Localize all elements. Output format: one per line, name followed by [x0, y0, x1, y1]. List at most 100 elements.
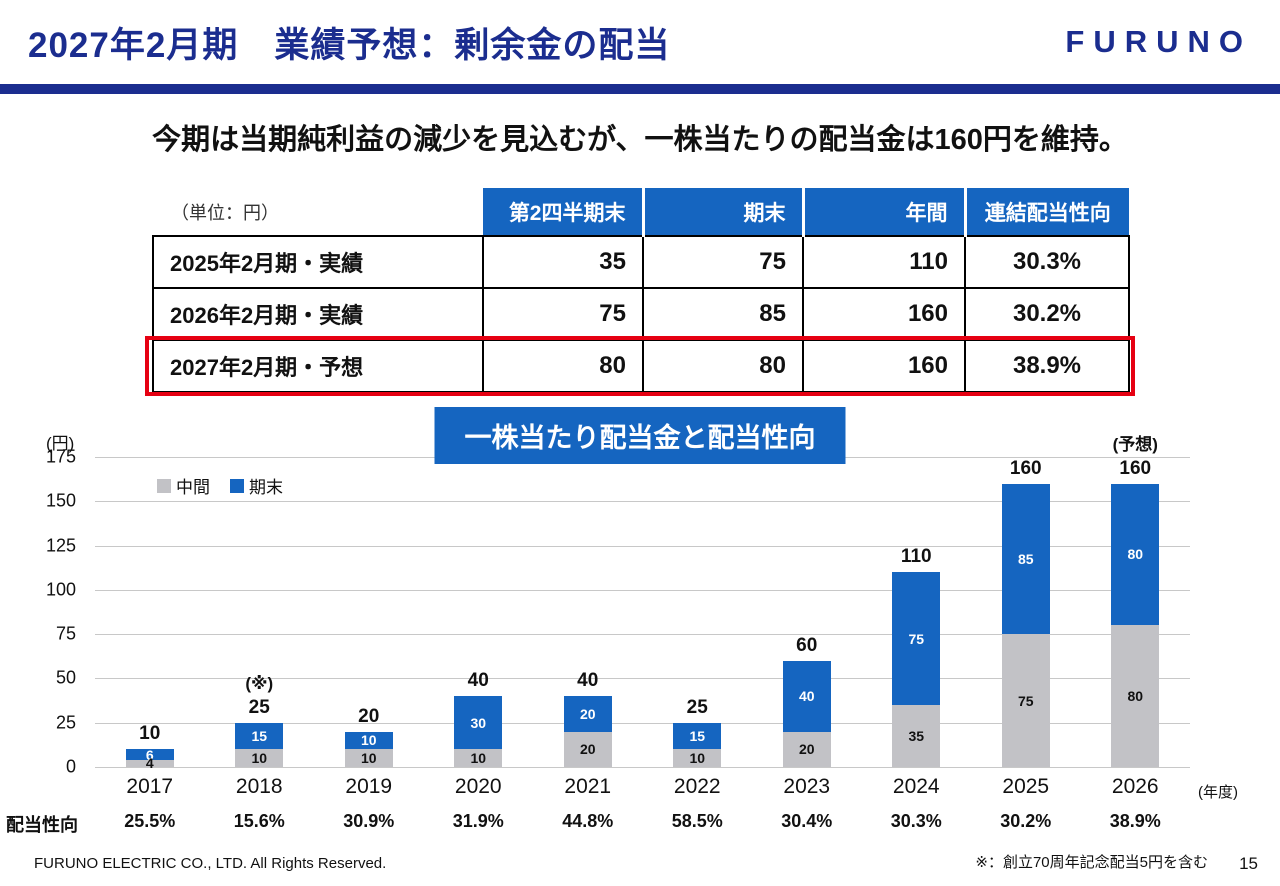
dividend-chart: 一株当たり配当金と配当性向 (円) 0 25 50 75 100 125 150 175 中間… — [0, 407, 1280, 843]
x-label-2018: 2018 — [235, 775, 283, 798]
y-tick-100: 100 — [45, 579, 76, 600]
gridline-100 — [95, 589, 1190, 591]
dividend-table-wrap: （単位：円） 第2四半期末 期末 年間 連結配当性向 2025年2月期・実績 3… — [145, 188, 1135, 396]
y-tick-150: 150 — [45, 490, 76, 511]
payout-ratio-2019: 30.9% — [343, 811, 395, 831]
bar-column-2023: 60 40 20 — [752, 457, 862, 767]
key-message: 今期は当期純利益の減少を見込むが、一株当たりの配当金は160円を維持。 — [152, 124, 1128, 156]
x-label-2025: 2025 — [1002, 775, 1050, 798]
legend-swatch-中間 — [157, 478, 171, 493]
bar-annotation-2018: (※) — [245, 673, 274, 693]
x-label-2017: 2017 — [126, 775, 174, 798]
col-header-q2: 第2四半期末 — [483, 188, 643, 236]
bar-segment-中間-2025: 75 — [1001, 634, 1050, 767]
bar-total-2017: 10 — [139, 723, 161, 745]
legend-label-期末: 期末 — [249, 478, 283, 497]
bar-total-2019: 20 — [358, 705, 380, 727]
y-tick-125: 125 — [45, 535, 76, 556]
bar-column-2025: 160 85 75 — [971, 457, 1081, 767]
bar-segment-期末-2022: 15 — [673, 722, 722, 750]
table-row-fy2025: 2025年2月期・実績 35 75 110 30.3% — [152, 235, 1130, 289]
bar-column-2017: 10 6 4 — [95, 457, 205, 771]
table-row-fy2026: 2026年2月期・実績 75 85 160 30.2% — [152, 287, 1130, 341]
payout-row-label: 配当性向 — [6, 815, 78, 835]
bar-segment-中間-2026: 80 — [1111, 625, 1160, 767]
annual-value: 160 — [802, 339, 966, 393]
payout-ratio-2021: 44.8% — [562, 811, 614, 831]
bar-segment-期末-2017: 6 — [125, 747, 174, 763]
payout-value: 30.3% — [964, 235, 1130, 289]
header-divider — [0, 84, 1280, 94]
row-label: 2027年2月期・予想 — [152, 339, 484, 393]
yearend-value: 85 — [642, 287, 804, 341]
y-tick-75: 75 — [55, 623, 76, 644]
bar-segment-中間-2018: 10 — [235, 749, 284, 767]
payout-value: 38.9% — [964, 339, 1130, 393]
payout-ratio-2023: 30.4% — [781, 811, 833, 831]
bar-column-2021: 40 20 20 — [533, 457, 643, 767]
payout-ratio-2018: 15.6% — [233, 811, 285, 831]
legend-item-期末: 期末 — [230, 473, 283, 498]
page-title: 2027年2月期 業績予想：剰余金の配当 — [28, 25, 671, 65]
dividend-table: （単位：円） 第2四半期末 期末 年間 連結配当性向 2025年2月期・実績 3… — [152, 188, 1130, 393]
bar-column-2026: (予想) 160 80 80 — [1081, 435, 1191, 767]
payout-ratio-2026: 38.9% — [1109, 811, 1161, 831]
legend-label-中間: 中間 — [176, 478, 210, 497]
bar-total-2021: 40 — [577, 670, 599, 692]
bar-segment-期末-2026: 80 — [1111, 483, 1160, 626]
payout-value: 30.2% — [964, 287, 1130, 341]
y-tick-25: 25 — [55, 712, 76, 733]
payout-ratio-2022: 58.5% — [671, 811, 723, 831]
footnote: ※：創立70周年記念配当5円を含む — [975, 854, 1208, 871]
y-tick-175: 175 — [45, 446, 76, 467]
yearend-value: 75 — [642, 235, 804, 289]
bar-segment-期末-2021: 20 — [563, 696, 612, 732]
x-label-2024: 2024 — [892, 775, 940, 798]
bar-total-2026: 160 — [1119, 457, 1152, 479]
x-label-2020: 2020 — [454, 775, 502, 798]
annual-value: 110 — [802, 235, 966, 289]
annual-value: 160 — [802, 287, 966, 341]
y-axis-unit: (円) — [46, 434, 75, 453]
x-axis: 2017 2018 2019 2020 2021 2022 2023 2024 2025 2026 — [95, 775, 1190, 799]
col-header-payout: 連結配当性向 — [963, 188, 1129, 236]
bar-segment-期末-2024: 75 — [892, 572, 941, 705]
bar-column-2019: 20 10 10 — [314, 457, 424, 767]
bar-column-2018: (※) 25 15 10 — [205, 457, 315, 767]
x-label-2023: 2023 — [783, 775, 831, 798]
furuno-logo: FURUNO — [1065, 24, 1252, 59]
row-label: 2025年2月期・実績 — [152, 235, 484, 289]
chart-title: 一株当たり配当金と配当性向 — [434, 407, 846, 464]
bar-segment-期末-2018: 15 — [235, 722, 284, 750]
col-header-yearend: 期末 — [641, 188, 803, 236]
bars-container: 10 6 4 (※) 25 15 10 20 10 10 40 30 10 40 20 20 25 15 10 60 4… — [95, 435, 1191, 771]
gridline-125 — [95, 545, 1190, 547]
y-axis: 0 25 50 75 100 125 150 175 — [22, 447, 84, 777]
bar-segment-中間-2021: 20 — [563, 731, 612, 767]
bar-segment-中間-2022: 10 — [673, 749, 722, 767]
bar-annotation-2026: (予想) — [1112, 434, 1158, 454]
payout-ratio-2020: 31.9% — [452, 811, 504, 831]
row-label: 2026年2月期・実績 — [152, 287, 484, 341]
bar-total-2023: 60 — [796, 634, 818, 656]
bar-segment-期末-2023: 40 — [782, 660, 831, 732]
bar-segment-中間-2024: 35 — [892, 705, 941, 767]
yearend-value: 80 — [642, 339, 804, 393]
q2-value: 35 — [482, 235, 644, 289]
payout-ratio-2024: 30.3% — [890, 811, 942, 831]
x-label-2021: 2021 — [564, 775, 612, 798]
bar-column-2024: 110 75 35 — [862, 457, 972, 767]
page-number: 15 — [1239, 854, 1258, 873]
copyright: FURUNO ELECTRIC CO., LTD. All Rights Res… — [34, 855, 387, 872]
bar-column-2020: 40 30 10 — [424, 457, 534, 767]
bar-column-2022: 25 15 10 — [643, 457, 753, 767]
x-label-2022: 2022 — [673, 775, 721, 798]
bar-total-2020: 40 — [467, 670, 489, 692]
bar-segment-期末-2020: 30 — [454, 696, 503, 750]
gridline-75 — [95, 634, 1190, 636]
unit-label: （単位：円） — [171, 202, 279, 223]
gridline-0 — [95, 767, 1190, 768]
slide-header: 2027年2月期 業績予想：剰余金の配当 FURUNO — [0, 0, 1280, 84]
gridline-50 — [95, 678, 1190, 680]
payout-ratio-2025: 30.2% — [1000, 811, 1052, 831]
